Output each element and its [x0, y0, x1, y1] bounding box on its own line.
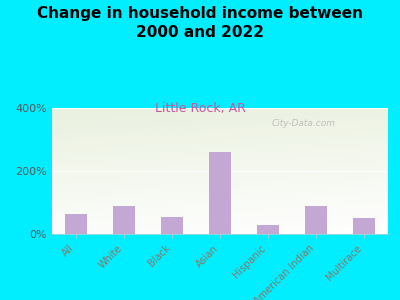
Bar [305, 206, 327, 234]
Bar [209, 152, 231, 234]
Bar [65, 214, 87, 234]
Text: Change in household income between
2000 and 2022: Change in household income between 2000 … [37, 6, 363, 40]
Bar [257, 224, 279, 234]
Bar [113, 206, 135, 234]
Text: City-Data.com: City-Data.com [272, 118, 336, 127]
Text: Little Rock, AR: Little Rock, AR [154, 102, 246, 115]
Bar [353, 218, 375, 234]
Bar [161, 217, 183, 234]
